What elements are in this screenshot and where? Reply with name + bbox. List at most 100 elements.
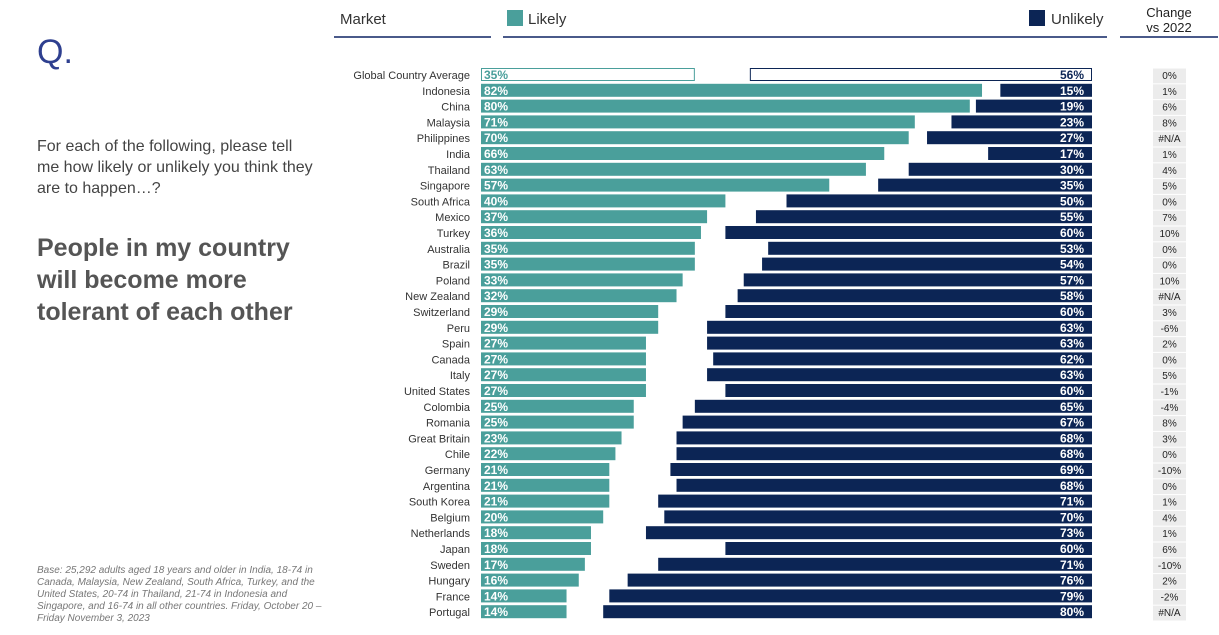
likely-value-label: 22% bbox=[484, 447, 508, 461]
change-vs-2022-header: Change vs 2022 bbox=[1120, 5, 1218, 35]
change-value: 10% bbox=[1159, 276, 1179, 287]
market-label: New Zealand bbox=[405, 291, 470, 303]
unlikely-bar bbox=[676, 478, 1092, 492]
likely-value-label: 40% bbox=[484, 194, 508, 208]
change-value: #N/A bbox=[1158, 134, 1181, 145]
change-value: 0% bbox=[1162, 245, 1177, 256]
market-label: Turkey bbox=[437, 228, 471, 240]
market-label: United States bbox=[404, 386, 471, 398]
unlikely-bar bbox=[676, 431, 1092, 445]
market-label: Spain bbox=[442, 339, 470, 351]
likely-value-label: 35% bbox=[484, 258, 508, 272]
change-cell bbox=[1153, 526, 1186, 542]
likely-bar bbox=[481, 289, 677, 303]
market-label: Hungary bbox=[428, 576, 470, 588]
unlikely-bar bbox=[786, 194, 1092, 208]
market-label: Canada bbox=[431, 354, 470, 366]
unlikely-bar bbox=[927, 131, 1092, 145]
likely-value-label: 71% bbox=[484, 115, 508, 129]
likely-legend-swatch bbox=[507, 10, 523, 26]
change-cell bbox=[1153, 368, 1186, 384]
likely-value-label: 37% bbox=[484, 210, 508, 224]
change-cell bbox=[1153, 179, 1186, 194]
unlikely-value-label: 35% bbox=[1060, 179, 1084, 193]
unlikely-legend-swatch bbox=[1029, 10, 1045, 26]
unlikely-bar bbox=[707, 320, 1092, 334]
unlikely-bar bbox=[878, 178, 1092, 192]
change-value: 2% bbox=[1162, 577, 1177, 588]
likely-value-label: 27% bbox=[484, 352, 508, 366]
unlikely-value-label: 19% bbox=[1060, 100, 1084, 114]
likely-bar bbox=[481, 115, 915, 129]
unlikely-value-label: 70% bbox=[1060, 510, 1084, 524]
likely-value-label: 35% bbox=[484, 68, 508, 82]
likely-bar bbox=[481, 241, 695, 255]
likely-bar bbox=[481, 178, 830, 192]
unlikely-value-label: 63% bbox=[1060, 337, 1084, 351]
market-label: Peru bbox=[447, 323, 470, 335]
change-value: 3% bbox=[1162, 308, 1177, 319]
change-cell bbox=[1153, 479, 1186, 495]
change-cell bbox=[1153, 147, 1186, 163]
change-value: -10% bbox=[1158, 466, 1181, 477]
base-footnote: Base: 25,292 adults aged 18 years and ol… bbox=[37, 565, 322, 624]
likely-value-label: 25% bbox=[484, 416, 508, 430]
change-value: -1% bbox=[1161, 387, 1179, 398]
unlikely-bar bbox=[725, 384, 1092, 397]
likely-value-label: 17% bbox=[484, 558, 508, 572]
likely-bar bbox=[481, 463, 610, 476]
change-cell bbox=[1153, 194, 1186, 210]
change-header-line1: Change bbox=[1146, 5, 1192, 20]
unlikely-value-label: 17% bbox=[1060, 147, 1084, 161]
unlikely-value-label: 63% bbox=[1060, 368, 1084, 382]
change-value: #N/A bbox=[1158, 608, 1181, 619]
likely-value-label: 57% bbox=[484, 179, 508, 193]
likely-value-label: 18% bbox=[484, 542, 508, 556]
change-value: 0% bbox=[1162, 197, 1177, 208]
unlikely-bar bbox=[755, 210, 1092, 224]
change-cell bbox=[1153, 258, 1186, 273]
change-cell bbox=[1153, 510, 1186, 526]
change-cell bbox=[1153, 542, 1186, 558]
market-label: South Korea bbox=[409, 497, 471, 509]
likely-value-label: 29% bbox=[484, 305, 508, 319]
likely-value-label: 80% bbox=[484, 100, 508, 114]
likely-bar bbox=[481, 399, 634, 413]
market-label: Belgium bbox=[430, 512, 470, 524]
likely-bar bbox=[481, 542, 591, 555]
change-cell bbox=[1153, 305, 1186, 321]
likely-value-label: 16% bbox=[484, 574, 508, 588]
unlikely-value-label: 80% bbox=[1060, 605, 1084, 619]
change-cell bbox=[1153, 163, 1186, 179]
market-label: Netherlands bbox=[411, 528, 471, 540]
change-value: 1% bbox=[1162, 87, 1177, 98]
likely-value-label: 33% bbox=[484, 273, 508, 287]
change-value: 0% bbox=[1162, 71, 1177, 82]
unlikely-value-label: 67% bbox=[1060, 416, 1084, 430]
likely-bar bbox=[481, 557, 585, 571]
market-label: Germany bbox=[425, 465, 471, 477]
change-cell bbox=[1153, 463, 1186, 479]
change-value: 7% bbox=[1162, 213, 1177, 224]
likely-bar bbox=[481, 368, 646, 382]
change-value: #N/A bbox=[1158, 292, 1181, 303]
unlikely-bar bbox=[725, 226, 1092, 239]
unlikely-bar bbox=[768, 241, 1092, 255]
market-label: Thailand bbox=[428, 165, 470, 177]
statement-title: People in my country will become more to… bbox=[37, 234, 293, 326]
likely-bar bbox=[481, 99, 970, 113]
likely-bar bbox=[481, 83, 983, 97]
unlikely-bar bbox=[645, 526, 1092, 540]
unlikely-value-label: 50% bbox=[1060, 194, 1084, 208]
likely-value-label: 18% bbox=[484, 526, 508, 540]
market-label: Portugal bbox=[429, 607, 470, 619]
unlikely-value-label: 30% bbox=[1060, 163, 1084, 177]
market-label: Poland bbox=[436, 275, 470, 287]
unlikely-bar bbox=[670, 463, 1092, 476]
change-value: 6% bbox=[1162, 103, 1177, 114]
unlikely-value-label: 60% bbox=[1060, 226, 1084, 240]
change-cell bbox=[1153, 100, 1186, 115]
unlikely-bar bbox=[707, 368, 1092, 382]
likely-value-label: 20% bbox=[484, 510, 508, 524]
change-cell bbox=[1153, 321, 1186, 337]
